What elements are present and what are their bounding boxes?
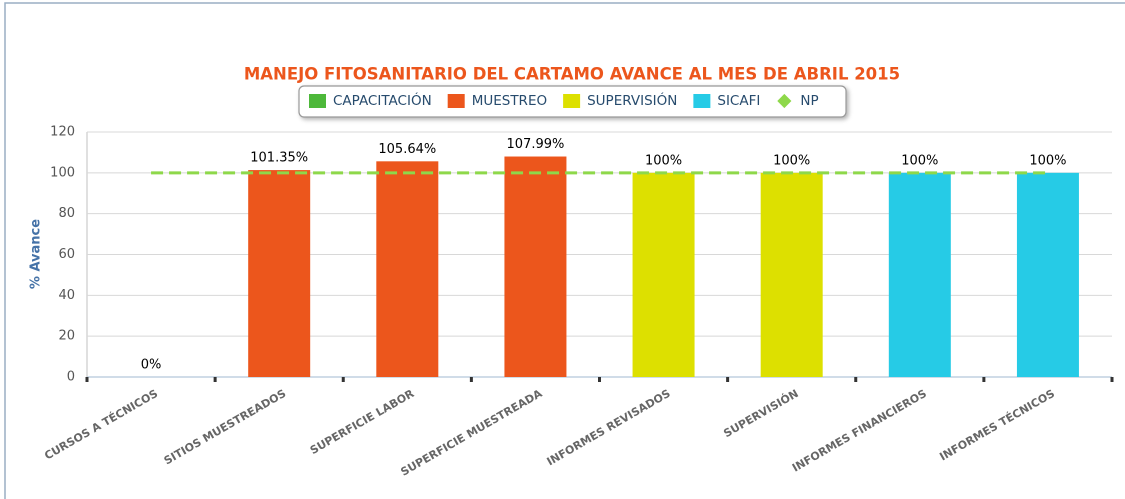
bar <box>248 170 311 377</box>
legend-label: SICAFI <box>717 93 760 109</box>
legend-label: SUPERVISIÓN <box>587 91 677 109</box>
y-axis-label: % Avance <box>29 219 44 289</box>
legend-symbol <box>777 93 792 109</box>
bar <box>1016 172 1079 377</box>
chart-title: MANEJO FITOSANITARIO DEL CARTAMO AVANCE … <box>244 65 900 84</box>
bar <box>760 172 823 377</box>
legend-symbol <box>309 94 326 108</box>
bar <box>632 172 695 377</box>
legend-label: NP <box>800 93 818 109</box>
bar <box>376 161 439 377</box>
legend-symbol <box>693 94 711 108</box>
y-tick-label: 20 <box>58 329 75 344</box>
bar <box>888 172 951 377</box>
data-label: 0% <box>141 358 162 373</box>
legend-label: CAPACITACIÓN <box>333 91 432 109</box>
data-label: 100% <box>901 153 938 168</box>
y-tick-label: 80 <box>58 206 75 221</box>
data-label: 100% <box>773 153 810 168</box>
data-label: 101.35% <box>250 151 308 166</box>
y-tick-label: 40 <box>58 288 75 303</box>
legend-symbol <box>447 94 465 108</box>
y-tick-label: 100 <box>50 165 75 180</box>
y-tick-label: 0 <box>67 370 75 385</box>
data-label: 105.64% <box>378 142 436 157</box>
legend-label: MUESTREO <box>472 93 547 109</box>
data-label: 100% <box>1029 153 1066 168</box>
y-tick-label: 120 <box>50 125 75 140</box>
bar <box>504 156 567 377</box>
data-label: 107.99% <box>507 137 565 152</box>
y-tick-label: 60 <box>58 247 75 262</box>
legend-symbol <box>563 94 581 108</box>
data-label: 100% <box>645 153 682 168</box>
